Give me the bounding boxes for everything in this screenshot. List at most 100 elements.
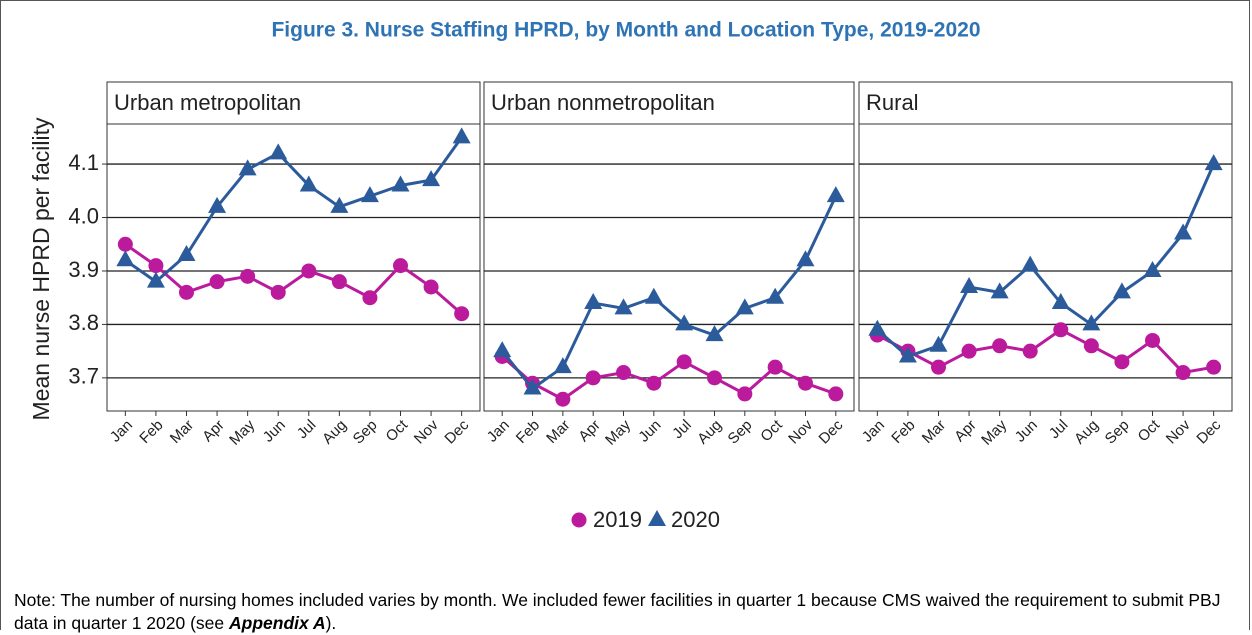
- point: [452, 127, 471, 144]
- x-tick-label: Feb: [513, 417, 543, 447]
- point: [1021, 255, 1040, 272]
- x-tick-label: Nov: [411, 416, 442, 447]
- plot-area: [858, 123, 1233, 412]
- strip: [483, 81, 855, 125]
- point: [301, 263, 317, 279]
- point: [1143, 260, 1162, 277]
- point: [766, 287, 785, 304]
- x-tick-label: Nov: [1163, 416, 1194, 447]
- x-tick-label: Feb: [136, 417, 166, 447]
- x-tick-label: Jun: [1012, 417, 1041, 446]
- y-tick-label: 4.0: [68, 203, 99, 228]
- point: [270, 284, 286, 300]
- x-tick-label: Jun: [260, 417, 289, 446]
- x-tick-label: Apr: [199, 417, 228, 446]
- x-tick-label: Nov: [785, 416, 816, 447]
- point: [737, 386, 753, 402]
- point: [1053, 322, 1069, 338]
- x-tick-label: Oct: [757, 416, 786, 445]
- x-tick-label: Mar: [543, 417, 573, 447]
- point: [493, 341, 512, 358]
- x-tick-label: May: [602, 416, 634, 448]
- point: [146, 271, 165, 288]
- note-text: ).: [325, 613, 337, 633]
- x-tick-label: Mar: [167, 417, 197, 447]
- chart-title: Figure 3. Nurse Staffing HPRD, by Month …: [271, 19, 980, 42]
- point: [209, 274, 225, 290]
- point: [868, 319, 887, 336]
- point: [269, 143, 288, 160]
- point: [178, 284, 194, 300]
- point: [422, 170, 441, 187]
- point: [584, 293, 603, 310]
- legend-label: 2019: [593, 507, 642, 532]
- point: [1112, 282, 1131, 299]
- point: [796, 250, 815, 267]
- y-axis-label: Mean nurse HPRD per facility: [28, 117, 54, 420]
- point: [992, 338, 1008, 354]
- y-tick-label: 3.7: [68, 364, 99, 389]
- x-tick-label: Dec: [441, 416, 472, 447]
- point: [1022, 343, 1038, 359]
- point: [585, 370, 601, 386]
- x-tick-label: Dec: [816, 416, 847, 447]
- point: [1174, 223, 1193, 240]
- strip: [106, 81, 481, 125]
- point: [646, 375, 662, 391]
- point: [362, 290, 378, 306]
- note-link: Appendix A: [229, 613, 326, 633]
- point: [930, 359, 946, 375]
- point: [1114, 354, 1130, 370]
- point: [331, 274, 347, 290]
- point: [571, 512, 587, 528]
- point: [330, 196, 349, 213]
- x-tick-label: Jan: [484, 417, 513, 446]
- plot-area: [106, 123, 481, 412]
- point: [1145, 332, 1161, 348]
- point: [960, 277, 979, 294]
- x-tick-label: Jul: [294, 417, 320, 443]
- point: [614, 298, 633, 315]
- point: [767, 359, 783, 375]
- panel-title: Rural: [866, 90, 919, 115]
- x-tick-label: Jul: [1046, 417, 1072, 443]
- point: [523, 378, 542, 395]
- point: [929, 335, 948, 352]
- x-tick-label: May: [978, 416, 1010, 448]
- point: [676, 354, 692, 370]
- x-tick-label: Apr: [575, 417, 604, 446]
- x-tick-label: Jul: [669, 417, 695, 443]
- point: [1051, 293, 1070, 310]
- x-tick-label: Aug: [319, 417, 350, 448]
- point: [898, 346, 917, 363]
- point: [828, 386, 844, 402]
- point: [208, 196, 227, 213]
- point: [391, 175, 410, 192]
- x-tick-label: Sep: [350, 417, 381, 448]
- point: [299, 175, 318, 192]
- x-tick-label: Oct: [383, 416, 412, 445]
- point: [1175, 365, 1191, 381]
- point: [826, 186, 845, 203]
- x-tick-label: Sep: [725, 417, 756, 448]
- x-tick-label: Aug: [1071, 417, 1102, 448]
- panel-title: Urban nonmetropolitan: [491, 90, 715, 115]
- point: [706, 370, 722, 386]
- x-tick-label: Jan: [859, 417, 888, 446]
- point: [961, 343, 977, 359]
- point: [240, 268, 256, 284]
- point: [360, 186, 379, 203]
- note-text: Note: The number of nursing homes includ…: [14, 590, 1221, 633]
- point: [553, 357, 572, 374]
- x-tick-label: Aug: [694, 417, 725, 448]
- y-tick-label: 3.9: [68, 257, 99, 282]
- point: [1204, 154, 1223, 171]
- x-tick-label: May: [226, 416, 258, 448]
- point: [116, 250, 135, 267]
- x-tick-label: Jun: [635, 417, 664, 446]
- point: [705, 325, 724, 342]
- y-tick-label: 4.1: [68, 150, 99, 175]
- point: [735, 298, 754, 315]
- panel-title: Urban metropolitan: [114, 90, 301, 115]
